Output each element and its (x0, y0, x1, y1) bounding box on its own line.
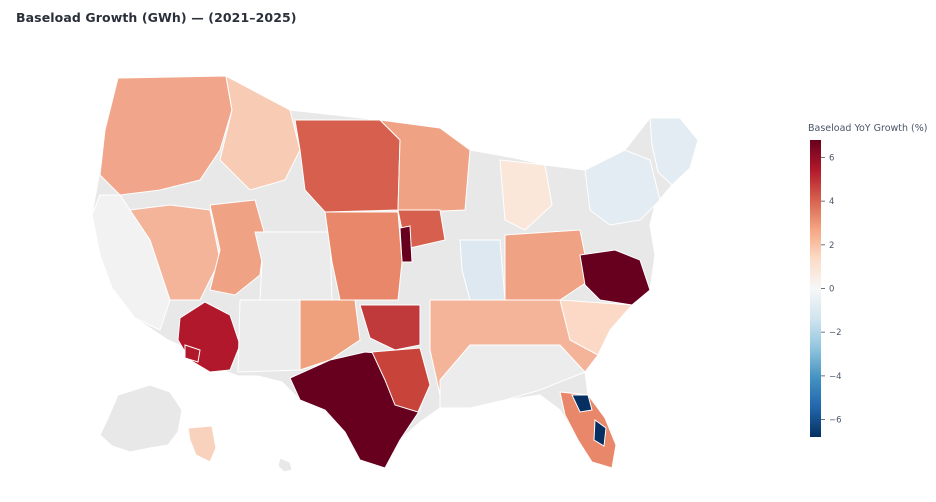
region-colorado-utah[interactable] (209, 199, 266, 296)
region-central-plains[interactable] (324, 211, 403, 301)
region-colorado-plateau[interactable] (254, 231, 333, 301)
colorbar-tick-label: −6 (829, 416, 842, 426)
alaska-outline (99, 384, 183, 453)
hawaii-outline (277, 457, 293, 473)
region-florida[interactable] (559, 391, 617, 469)
colorbar-tick-label: 0 (829, 285, 834, 295)
region-upper-midwest[interactable] (378, 119, 471, 213)
region-texas-east[interactable] (371, 347, 431, 413)
region-northeast[interactable] (584, 149, 661, 226)
colorbar-tick-label: −2 (829, 328, 842, 338)
colorbar-tick-label: 6 (829, 153, 834, 163)
region-northern-rockies[interactable] (219, 75, 301, 191)
region-great-basin[interactable] (129, 204, 221, 301)
colorbar-tick-label: −4 (829, 372, 842, 382)
region-carolinas[interactable] (559, 299, 634, 356)
colorbar-gradient (810, 140, 821, 437)
alaska-panhandle-region (187, 425, 217, 463)
region-michigan[interactable] (499, 159, 553, 231)
region-central-florida-pocket-2[interactable] (593, 419, 607, 447)
colorbar-tick-label: 4 (829, 197, 834, 207)
colorbar-tick-label: 2 (829, 241, 834, 251)
region-socal-pocket[interactable] (184, 344, 201, 363)
region-maine[interactable] (649, 117, 699, 186)
region-west-texas-plains[interactable] (299, 299, 361, 371)
map-title: Baseload Growth (GWh) — (2021–2025) (16, 10, 297, 25)
region-virginia[interactable] (579, 249, 651, 306)
region-layer (91, 75, 699, 469)
region-deep-south[interactable] (439, 344, 586, 409)
colorbar: Baseload YoY Growth (%) 6 4 2 0 −2 −4 −6 (808, 123, 927, 437)
region-new-mexico[interactable] (237, 299, 303, 373)
region-central-florida-pocket-1[interactable] (571, 394, 593, 413)
region-ohio-valley[interactable] (504, 229, 591, 301)
colorbar-ticks: 6 4 2 0 −2 −4 −6 (821, 153, 842, 426)
region-oklahoma[interactable] (359, 304, 421, 351)
colorbar-title: Baseload YoY Growth (%) (808, 123, 927, 134)
